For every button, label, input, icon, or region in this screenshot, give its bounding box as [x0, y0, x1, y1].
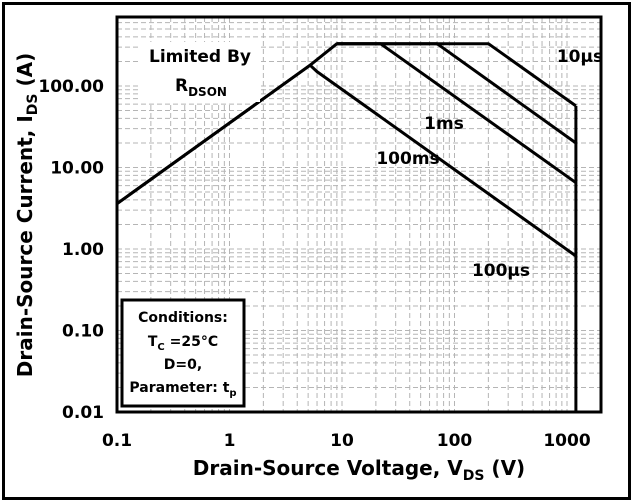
tc-sub: C	[157, 342, 164, 353]
y-axis-label: Drain-Source Current, IDS (A)	[13, 53, 41, 377]
x-tick-label: 1000	[543, 431, 590, 451]
limited-by-line1: Limited By	[149, 47, 251, 67]
param-sub: p	[229, 388, 236, 399]
tick-labels: 0.1 1 10 100 1000 0.01 0.10 1.00 10.00 100.00	[38, 77, 590, 451]
conditions-title: Conditions:	[138, 310, 228, 326]
limited-by-bg	[140, 42, 260, 102]
x-tick-label: 1	[224, 431, 236, 451]
curve-label: 10µs	[557, 47, 603, 67]
conditions-box	[120, 298, 246, 408]
y-label-main: Drain-Source Current, I	[13, 115, 37, 377]
rdson-sub: DSON	[188, 85, 227, 99]
conditions-tc: TC =25°C	[148, 334, 218, 353]
series-line-3	[336, 42, 577, 108]
x-label-unit: (V)	[484, 456, 525, 480]
x-tick-label: 0.1	[102, 431, 132, 451]
y-label-unit: (A)	[13, 53, 37, 94]
y-tick-label: 100.00	[38, 77, 104, 97]
param-main: Parameter: t	[129, 380, 229, 396]
limited-by-line2: RDSON	[175, 76, 227, 99]
series-group	[116, 42, 578, 412]
curve-label: 1ms	[424, 114, 464, 134]
rdson-main: R	[175, 76, 188, 96]
curve-label: 100µs	[472, 261, 530, 281]
x-label-main: Drain-Source Voltage, V	[193, 456, 463, 480]
conditions-d: D=0,	[164, 357, 202, 373]
x-tick-label: 10	[330, 431, 354, 451]
tc-main: T	[148, 334, 158, 350]
x-tick-label: 100	[437, 431, 473, 451]
x-label-sub: DS	[463, 468, 485, 484]
x-axis-label: Drain-Source Voltage, VDS (V)	[193, 456, 525, 484]
conditions-param: Parameter: tp	[129, 380, 236, 399]
tc-value: =25°C	[165, 334, 218, 350]
y-label-sub: DS	[25, 94, 41, 116]
y-tick-label: 0.10	[62, 322, 104, 342]
y-tick-label: 1.00	[62, 240, 104, 260]
y-tick-label: 10.00	[50, 159, 104, 179]
plot-border	[115, 15, 603, 414]
curve-label: 100ms	[376, 149, 439, 169]
y-tick-label: 0.01	[62, 403, 104, 423]
curve-labels: 10µs 1ms 100ms 100µs	[376, 47, 603, 281]
